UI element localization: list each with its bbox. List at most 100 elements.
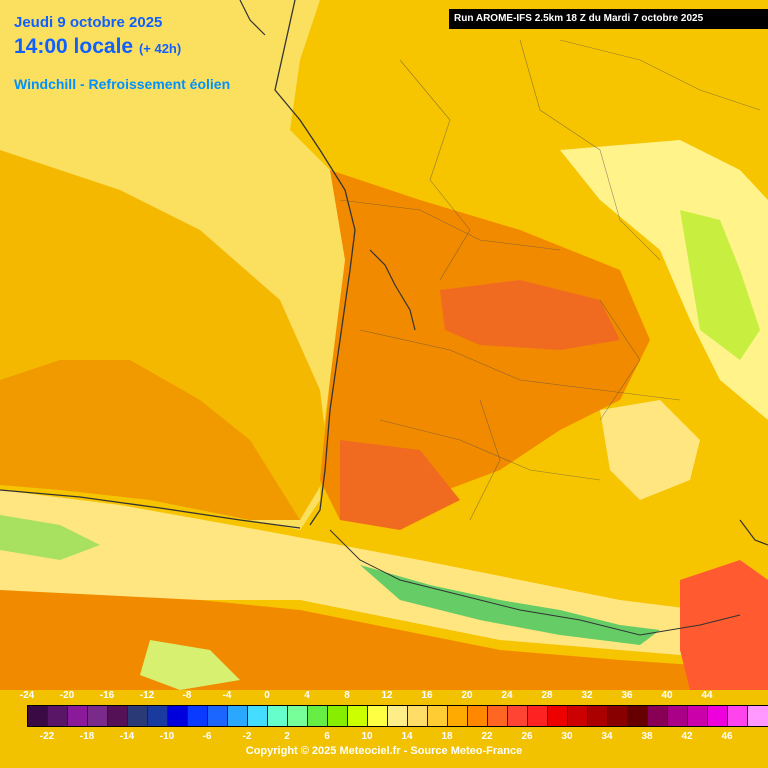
legend-swatch: [488, 706, 508, 726]
legend-swatch: [108, 706, 128, 726]
legend-tick-bottom: 2: [284, 731, 290, 742]
legend-swatch: [448, 706, 468, 726]
legend-swatch: [548, 706, 568, 726]
cantabria-green-zone: [0, 515, 100, 560]
legend-swatch: [268, 706, 288, 726]
spain-highland-zone: [140, 640, 240, 690]
legend-swatch: [388, 706, 408, 726]
legend-tick-bottom: 10: [361, 731, 373, 742]
legend-swatch: [88, 706, 108, 726]
variable-title: Windchill - Refroissement éolien: [14, 76, 231, 92]
legend-swatch: [328, 706, 348, 726]
legend-tick-bottom: 34: [601, 731, 613, 742]
legend-swatch: [608, 706, 628, 726]
legend-tick-top: -24: [19, 690, 35, 701]
spain-france-border: [329, 529, 741, 636]
legend-swatch: [468, 706, 488, 726]
legend-tick-top: 4: [304, 690, 310, 701]
forecast-time: 14:00 locale (+ 42h): [14, 35, 181, 59]
legend-swatch: [168, 706, 188, 726]
forecast-offset: (+ 42h): [138, 41, 182, 56]
legend-tick-top: -16: [99, 690, 115, 701]
highland-green-zone: [680, 210, 760, 360]
legend-tick-bottom: -18: [79, 731, 95, 742]
legend-tick-top: 8: [344, 690, 350, 701]
legend-swatch: [688, 706, 708, 726]
legend-swatch: [68, 706, 88, 726]
legend-swatch: [248, 706, 268, 726]
cevennes-cool-zone: [600, 400, 700, 500]
legend-swatch: [228, 706, 248, 726]
copyright-text: Copyright © 2025 Meteociel.fr - Source M…: [245, 745, 523, 757]
legend-swatch: [368, 706, 388, 726]
legend-tick-bottom: -14: [119, 731, 135, 742]
legend-swatch: [288, 706, 308, 726]
legend-tick-top: 0: [264, 690, 270, 701]
legend-swatch: [28, 706, 48, 726]
hot-spot-zone: [440, 280, 620, 350]
massif-central-cool-zone: [560, 140, 768, 420]
legend-color-bar: [27, 705, 768, 727]
legend-tick-bottom: -22: [39, 731, 55, 742]
department-boundaries: [339, 39, 761, 521]
legend-tick-bottom: 22: [481, 731, 493, 742]
legend-tick-top: 28: [541, 690, 553, 701]
legend-tick-bottom: -6: [202, 731, 212, 742]
legend-swatch: [648, 706, 668, 726]
legend-tick-bottom: 30: [561, 731, 573, 742]
legend-swatch: [188, 706, 208, 726]
legend-tick-top: -12: [139, 690, 155, 701]
legend-swatch: [508, 706, 528, 726]
pyrenees-crest-zone: [360, 565, 660, 645]
legend-tick-bottom: -10: [159, 731, 175, 742]
legend-swatch: [568, 706, 588, 726]
legend-swatch: [428, 706, 448, 726]
legend-tick-top: 36: [621, 690, 633, 701]
legend-tick-top: 20: [461, 690, 473, 701]
legend-tick-top: 12: [381, 690, 393, 701]
legend-tick-top: -4: [222, 690, 232, 701]
legend-swatch: [348, 706, 368, 726]
windchill-map: [0, 0, 768, 690]
legend-tick-bottom: -2: [242, 731, 252, 742]
brittany-coastline: [239, 0, 266, 36]
cantabrian-coastline: [0, 489, 301, 529]
legend-swatch: [528, 706, 548, 726]
landes-hot-zone: [340, 440, 460, 530]
legend-tick-bottom: 42: [681, 731, 693, 742]
ocean-orange-zone: [0, 360, 300, 520]
gironde-estuary: [369, 249, 416, 331]
legend-tick-top: 16: [421, 690, 433, 701]
atlantic-coastline: [274, 0, 356, 526]
legend-swatch: [668, 706, 688, 726]
legend-swatch: [708, 706, 728, 726]
legend-tick-top: -20: [59, 690, 75, 701]
legend-tick-top: -8: [182, 690, 192, 701]
legend-swatch: [208, 706, 228, 726]
catalonia-hot-zone: [680, 560, 768, 690]
color-legend: -24 -20 -16 -12 -8 -4 0 4 8 12 16 20 24 28 32 36 40 44 -2…: [0, 690, 768, 768]
legend-tick-bottom: 46: [721, 731, 733, 742]
legend-swatch: [128, 706, 148, 726]
legend-swatch: [628, 706, 648, 726]
legend-swatch: [148, 706, 168, 726]
legend-swatch: [748, 706, 768, 726]
legend-tick-bottom: 14: [401, 731, 413, 742]
legend-tick-top: 24: [501, 690, 513, 701]
legend-swatch: [48, 706, 68, 726]
legend-swatch: [308, 706, 328, 726]
legend-tick-bottom: 38: [641, 731, 653, 742]
legend-swatch: [408, 706, 428, 726]
mediterranean-coastline: [739, 519, 768, 546]
legend-tick-top: 44: [701, 690, 713, 701]
legend-tick-bottom: 26: [521, 731, 533, 742]
legend-tick-top: 40: [661, 690, 673, 701]
legend-tick-bottom: 6: [324, 731, 330, 742]
run-info-banner: Run AROME-IFS 2.5km 18 Z du Mardi 7 octo…: [449, 9, 768, 29]
forecast-date: Jeudi 9 octobre 2025: [14, 14, 163, 31]
legend-swatch: [728, 706, 748, 726]
legend-tick-bottom: 18: [441, 731, 453, 742]
legend-swatch: [588, 706, 608, 726]
legend-tick-top: 32: [581, 690, 593, 701]
